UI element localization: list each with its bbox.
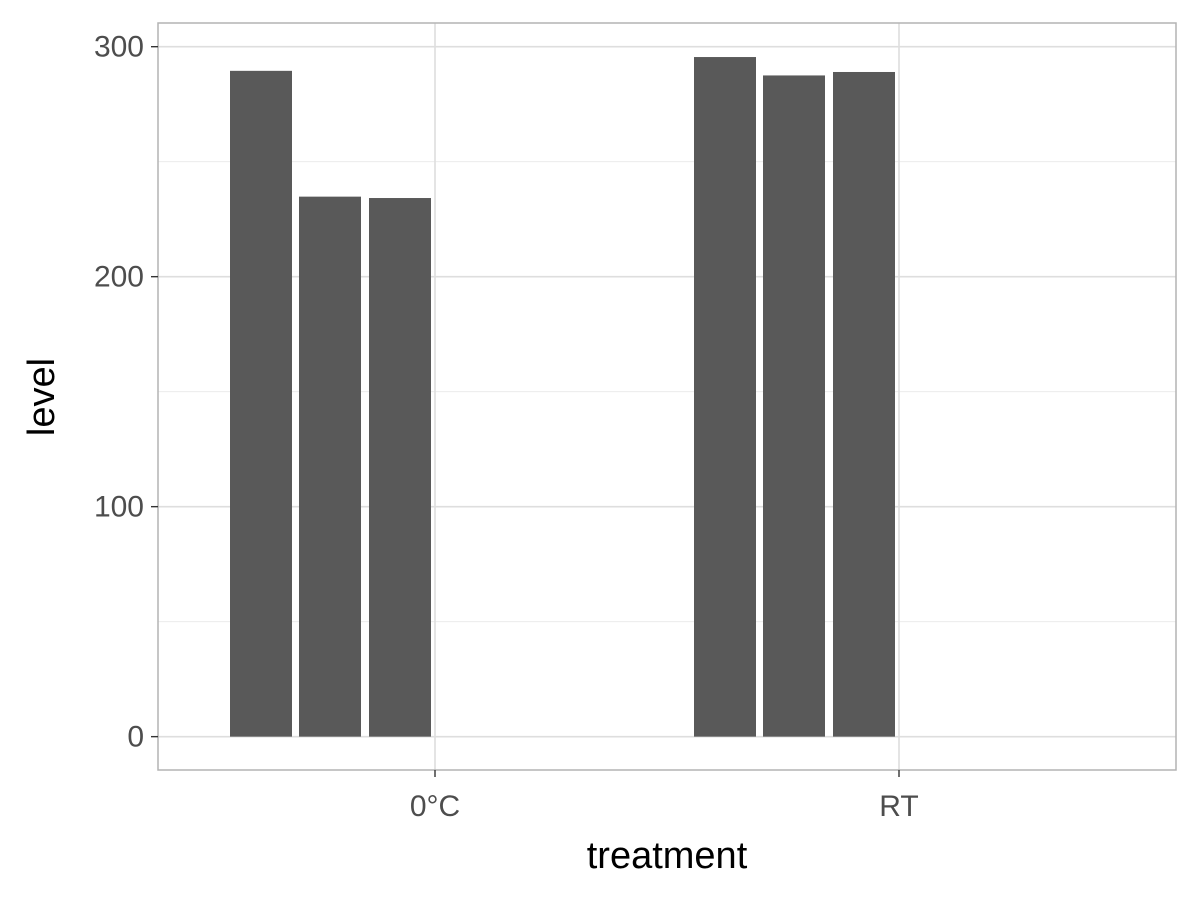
bar xyxy=(299,196,361,737)
y-tick-label: 100 xyxy=(94,491,144,524)
panel-border xyxy=(157,22,1177,771)
x-tick-label: 0°C xyxy=(410,790,460,823)
x-axis: 0°C RT xyxy=(410,770,919,823)
y-tick-label: 300 xyxy=(94,31,144,64)
x-axis-title: treatment xyxy=(587,835,748,877)
y-tick-label: 0 xyxy=(127,721,144,754)
bar xyxy=(833,71,895,737)
y-axis: 0 100 200 300 xyxy=(94,31,158,754)
y-tick-label: 200 xyxy=(94,261,144,294)
x-tick-label: RT xyxy=(879,790,918,823)
bar xyxy=(230,70,292,737)
y-axis-title: level xyxy=(21,358,63,436)
bar xyxy=(369,198,431,737)
bar xyxy=(763,75,825,737)
bars xyxy=(230,57,895,737)
bar xyxy=(694,57,756,737)
